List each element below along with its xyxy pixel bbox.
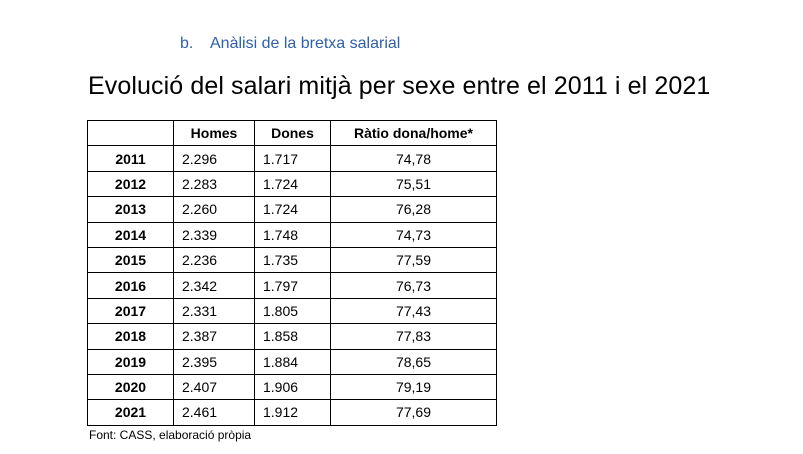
subheading-text: Anàlisi de la bretxa salarial (210, 35, 401, 52)
salary-table: Homes Dones Ràtio dona/home* 2011 2.296 1.… (87, 119, 497, 426)
table-header-row: Homes Dones Ràtio dona/home* (87, 119, 497, 147)
cell-year: 2015 (87, 246, 174, 274)
section-subheading: b. Anàlisi de la bretxa salarial (180, 35, 400, 53)
table-row: 2011 2.296 1.717 74,78 (87, 145, 497, 172)
table-row: 2018 2.387 1.858 77,83 (87, 323, 497, 350)
cell-homes: 2.331 (173, 297, 255, 325)
cell-ratio: 77,69 (330, 399, 497, 426)
cell-year: 2020 (87, 373, 174, 401)
cell-homes: 2.342 (173, 272, 255, 299)
cell-homes: 2.339 (173, 221, 255, 248)
cell-dones: 1.797 (254, 272, 331, 299)
cell-year: 2011 (87, 145, 174, 172)
cell-year: 2019 (87, 348, 174, 375)
page-title: Evolució del salari mitjà per sexe entre… (88, 72, 711, 100)
cell-year: 2012 (87, 170, 174, 198)
cell-ratio: 77,59 (330, 246, 497, 274)
cell-dones: 1.735 (254, 246, 331, 274)
cell-homes: 2.283 (173, 170, 255, 198)
cell-ratio: 77,43 (330, 297, 497, 325)
table-row: 2013 2.260 1.724 76,28 (87, 196, 497, 223)
cell-homes: 2.395 (173, 348, 255, 375)
table-row: 2019 2.395 1.884 78,65 (87, 348, 497, 375)
cell-year: 2013 (87, 196, 174, 223)
cell-homes: 2.296 (173, 145, 255, 172)
cell-homes: 2.387 (173, 323, 255, 350)
table-row: 2014 2.339 1.748 74,73 (87, 221, 497, 248)
table-row: 2021 2.461 1.912 77,69 (87, 399, 497, 426)
table-body: 2011 2.296 1.717 74,78 2012 2.283 1.724 75,51 20… (87, 145, 497, 426)
cell-dones: 1.858 (254, 323, 331, 350)
cell-year: 2014 (87, 221, 174, 248)
cell-ratio: 76,73 (330, 272, 497, 299)
cell-homes: 2.461 (173, 399, 255, 426)
header-cell-ratio: Ràtio dona/home* (330, 119, 497, 147)
cell-ratio: 77,83 (330, 323, 497, 350)
subheading-marker: b. (180, 35, 194, 52)
cell-homes: 2.407 (173, 373, 255, 401)
cell-homes: 2.260 (173, 196, 255, 223)
cell-dones: 1.805 (254, 297, 331, 325)
cell-year: 2021 (87, 399, 174, 426)
cell-homes: 2.236 (173, 246, 255, 274)
cell-dones: 1.906 (254, 373, 331, 401)
cell-ratio: 74,78 (330, 145, 497, 172)
cell-ratio: 78,65 (330, 348, 497, 375)
cell-ratio: 76,28 (330, 196, 497, 223)
table-row: 2020 2.407 1.906 79,19 (87, 373, 497, 401)
cell-year: 2018 (87, 323, 174, 350)
table-row: 2017 2.331 1.805 77,43 (87, 297, 497, 325)
table-row: 2015 2.236 1.735 77,59 (87, 246, 497, 274)
header-cell-dones: Dones (254, 119, 331, 147)
cell-year: 2017 (87, 297, 174, 325)
cell-ratio: 75,51 (330, 170, 497, 198)
cell-year: 2016 (87, 272, 174, 299)
cell-dones: 1.724 (254, 170, 331, 198)
cell-dones: 1.912 (254, 399, 331, 426)
header-cell-year (87, 119, 174, 147)
cell-dones: 1.884 (254, 348, 331, 375)
table-row: 2012 2.283 1.724 75,51 (87, 170, 497, 198)
source-note: Font: CASS, elaboració pròpia (89, 428, 252, 442)
cell-ratio: 79,19 (330, 373, 497, 401)
cell-dones: 1.717 (254, 145, 331, 172)
table-row: 2016 2.342 1.797 76,73 (87, 272, 497, 299)
cell-dones: 1.724 (254, 196, 331, 223)
header-cell-homes: Homes (173, 119, 255, 147)
cell-ratio: 74,73 (330, 221, 497, 248)
cell-dones: 1.748 (254, 221, 331, 248)
